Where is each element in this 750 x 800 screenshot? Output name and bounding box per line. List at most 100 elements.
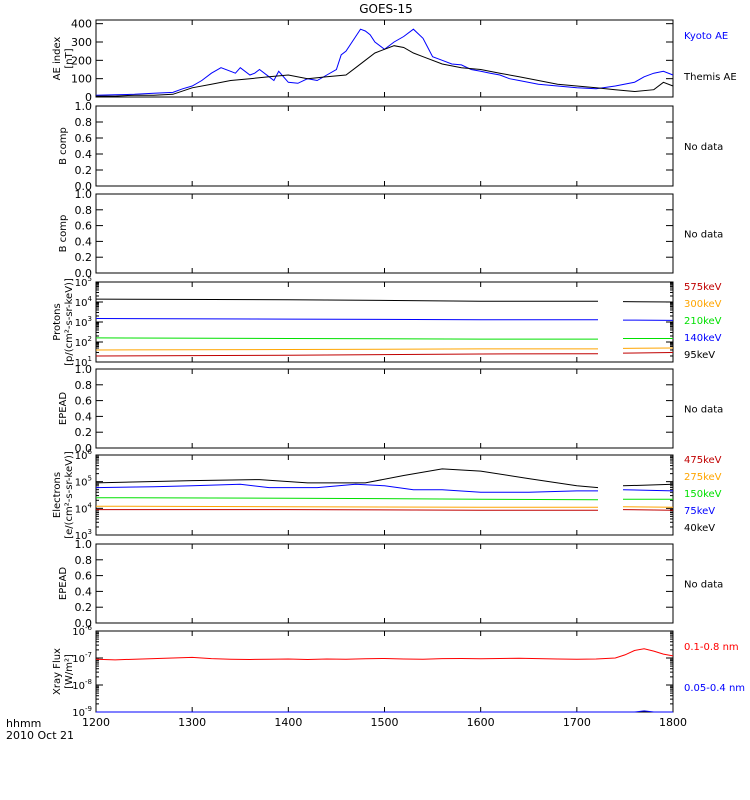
footer-time-label: hhmm: [6, 717, 41, 730]
legend-entry: Themis AE: [683, 72, 737, 83]
y-tick-label: 0.8: [75, 204, 93, 217]
series-line-300kev: [95, 348, 598, 351]
y-tick-label: 0.4: [75, 410, 93, 423]
series-line-0-1-0-8-nm: [95, 648, 674, 661]
y-axis-label: [nT]: [64, 48, 75, 68]
panel-frame: [95, 19, 674, 98]
series-line-40kev: [622, 483, 674, 487]
panel-bcomp2: 0.0 0.2 0.4 0.6 0.8 1.0 B comp No data: [58, 188, 723, 280]
legend-entry: 475keV: [684, 455, 722, 466]
panel-bcomp1: 0.0 0.2 0.4 0.6 0.8 1.0 B comp No data: [58, 100, 723, 193]
series-line-475kev: [96, 509, 598, 511]
y-tick-label: 100: [71, 73, 92, 86]
panel-frame: [95, 630, 674, 713]
x-tick-label: 1700: [563, 716, 591, 729]
y-tick-label: 0.2: [75, 251, 93, 264]
y-axis-label: [e/(cm²-s-sr-keV)]: [64, 451, 75, 539]
y-tick-label: 0.6: [75, 132, 93, 145]
no-data-label: No data: [684, 405, 723, 416]
y-tick-label: 0.8: [75, 554, 93, 567]
y-tick-label: 0.0: [75, 267, 93, 280]
x-tick-label: 1800: [659, 716, 687, 729]
legend-entry: 40keV: [684, 523, 715, 534]
y-axis-label: [W/m²]: [64, 654, 75, 689]
y-tick-label: 10-6: [72, 624, 92, 638]
y-tick-label: 0.6: [75, 570, 93, 583]
legend-entry: 275keV: [684, 472, 722, 483]
series-line-themis-ae: [96, 45, 674, 97]
y-tick-label: 0: [85, 91, 92, 104]
y-tick-label: 0.8: [75, 379, 93, 392]
legend-entry: 210keV: [684, 316, 722, 327]
series-line-0-05-0-4-nm: [96, 710, 673, 713]
y-tick-label: 400: [71, 18, 92, 31]
series-line-75kev: [622, 489, 674, 492]
footer-date-label: 2010 Oct 21: [6, 729, 74, 742]
legend-entry: 0.1-0.8 nm: [684, 642, 739, 653]
legend-entry: 150keV: [684, 489, 722, 500]
y-axis-label: AE index: [52, 37, 63, 81]
y-axis-label: Electrons: [52, 472, 63, 518]
y-tick-label: 0.0: [75, 180, 93, 193]
y-tick-label: 0.2: [75, 426, 93, 439]
y-tick-label: 300: [71, 36, 92, 49]
y-tick-label: 0.4: [75, 235, 93, 248]
y-tick-label: 0.4: [75, 148, 93, 161]
series-line-150kev: [95, 497, 599, 501]
plot-title: GOES-15: [359, 2, 413, 16]
y-axis-label: Protons: [52, 303, 63, 340]
legend-entry: Kyoto AE: [684, 31, 728, 42]
y-axis-label: EPEAD: [58, 567, 69, 601]
legend-entry: 0.05-0.4 nm: [684, 683, 745, 694]
no-data-label: No data: [684, 580, 723, 591]
panel-frame: [95, 454, 674, 536]
y-tick-label: 105: [75, 275, 92, 289]
y-tick-label: 0.2: [75, 164, 93, 177]
panel-epead2: 0.0 0.2 0.4 0.6 0.8 1.0 EPEAD No data: [58, 538, 723, 630]
series-line-575kev: [95, 353, 599, 357]
panel-frame: [95, 193, 674, 274]
y-tick-label: 10-8: [72, 678, 92, 692]
x-tick-label: 1200: [82, 716, 110, 729]
y-axis-label: [p/(cm²-s-sr-keV)]: [64, 278, 75, 366]
y-tick-label: 0.0: [75, 442, 93, 455]
series-line-210kev: [95, 337, 598, 340]
series-line-95kev: [95, 298, 598, 302]
y-tick-label: 0.0: [75, 617, 93, 630]
series-line-275kev: [95, 505, 598, 508]
y-tick-label: 200: [71, 54, 92, 67]
y-tick-label: 10-7: [72, 651, 92, 665]
y-tick-label: 0.8: [75, 116, 93, 129]
y-tick-label: 104: [75, 295, 93, 309]
series-line-275kev: [622, 506, 674, 508]
y-axis-label: EPEAD: [58, 392, 69, 426]
y-tick-label: 0.6: [75, 395, 93, 408]
y-tick-label: 0.6: [75, 220, 93, 233]
legend-entry: 140keV: [684, 333, 722, 344]
x-tick-label: 1500: [371, 716, 399, 729]
series-line-140kev: [95, 318, 598, 321]
y-tick-label: 0.2: [75, 601, 93, 614]
y-tick-label: 1.0: [75, 188, 93, 201]
y-tick-label: 0.4: [75, 585, 93, 598]
panel-frame: [95, 368, 674, 449]
x-tick-label: 1300: [178, 716, 206, 729]
series-line-40kev: [95, 468, 599, 489]
x-tick-label: 1400: [274, 716, 302, 729]
series-line-kyoto-ae: [95, 28, 674, 96]
y-tick-label: 1.0: [75, 538, 93, 551]
legend-entry: 95keV: [684, 350, 715, 361]
no-data-label: No data: [684, 142, 723, 153]
legend-entry: 75keV: [684, 506, 715, 517]
y-tick-label: 1.0: [75, 100, 93, 113]
x-tick-label: 1600: [467, 716, 495, 729]
legend-entry: 575keV: [684, 282, 722, 293]
y-tick-label: 105: [75, 475, 92, 489]
y-axis-label: Xray Flux: [52, 648, 63, 695]
y-tick-label: 1.0: [75, 363, 93, 376]
y-tick-label: 104: [75, 501, 93, 515]
